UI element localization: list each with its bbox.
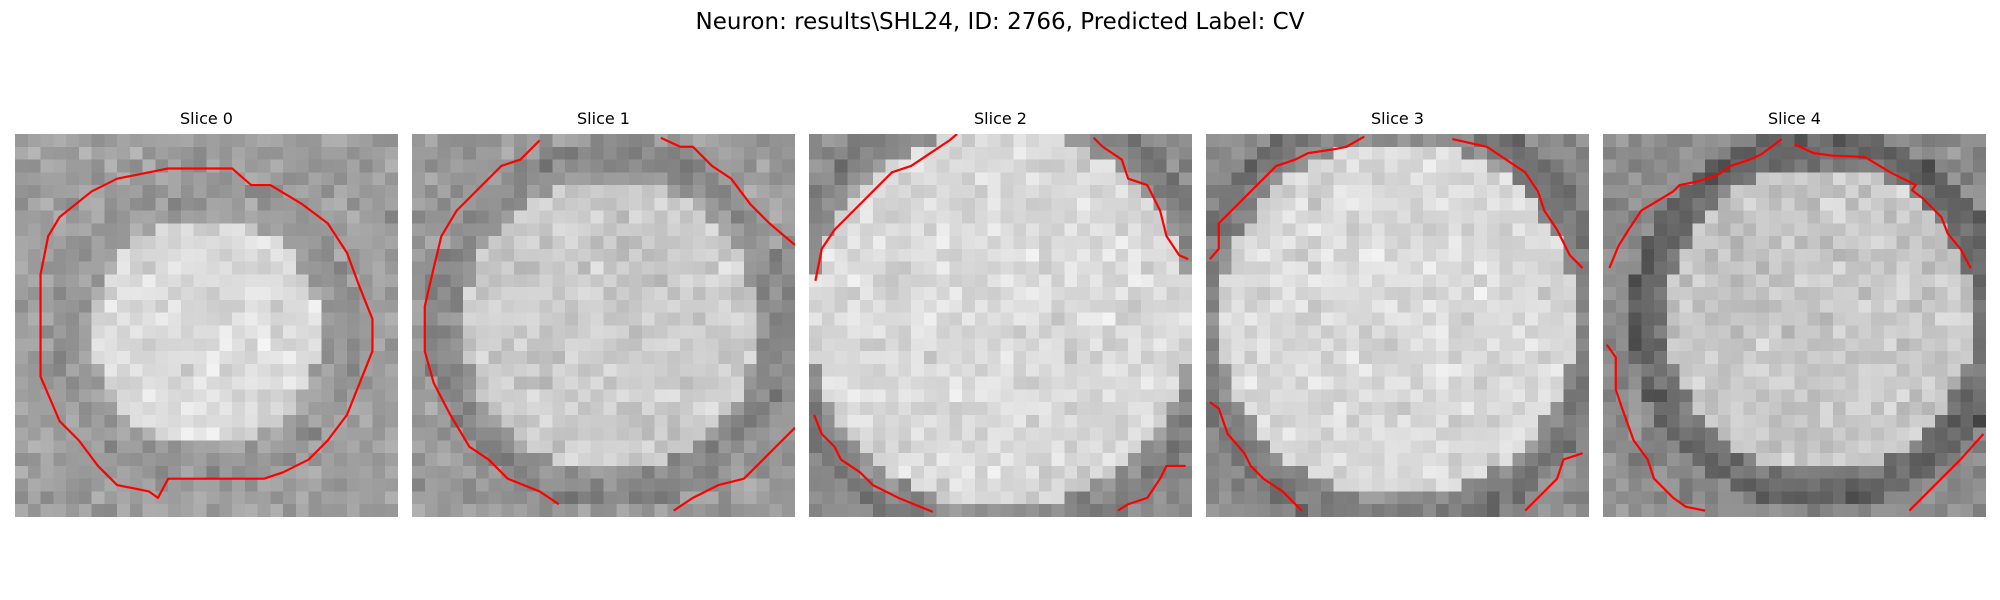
grayscale-microscopy-image bbox=[412, 134, 795, 517]
figure-title: Neuron: results\SHL24, ID: 2766, Predict… bbox=[695, 9, 1305, 35]
slice-panel: Slice 1 bbox=[412, 109, 795, 517]
segmentation-contour bbox=[1452, 139, 1582, 268]
segmentation-contour bbox=[661, 138, 795, 245]
segmentation-contour bbox=[1607, 345, 1705, 511]
slice-panel: Slice 4 bbox=[1603, 109, 1986, 517]
slice-title: Slice 3 bbox=[1371, 109, 1424, 128]
grayscale-microscopy-image bbox=[15, 134, 398, 517]
grayscale-microscopy-image bbox=[1206, 134, 1589, 517]
slice-image bbox=[412, 134, 795, 517]
slice-panel: Slice 0 bbox=[15, 109, 398, 517]
segmentation-contour bbox=[1525, 453, 1582, 510]
segmentation-contour bbox=[425, 140, 559, 504]
segmentation-contour bbox=[1609, 139, 1781, 268]
segmentation-contour bbox=[41, 168, 373, 497]
slice-image bbox=[809, 134, 1192, 517]
slice-title: Slice 2 bbox=[974, 109, 1027, 128]
segmentation-contour bbox=[1094, 138, 1188, 259]
segmentation-contour bbox=[1909, 434, 1983, 511]
slice-panel: Slice 3 bbox=[1206, 109, 1589, 517]
slice-title: Slice 1 bbox=[577, 109, 630, 128]
segmentation-contour bbox=[1795, 144, 1971, 268]
segmentation-contour bbox=[1210, 402, 1302, 511]
segmentation-contour bbox=[1118, 466, 1186, 511]
slice-image bbox=[1206, 134, 1589, 517]
segmentation-contour bbox=[815, 134, 957, 281]
slice-title: Slice 0 bbox=[180, 109, 233, 128]
segmentation-contour bbox=[674, 428, 795, 511]
slice-image bbox=[1603, 134, 1986, 517]
grayscale-microscopy-image bbox=[1603, 134, 1986, 517]
segmentation-contour bbox=[814, 415, 933, 512]
slice-panel: Slice 2 bbox=[809, 109, 1192, 517]
grayscale-microscopy-image bbox=[809, 134, 1192, 517]
slice-image bbox=[15, 134, 398, 517]
slice-title: Slice 4 bbox=[1768, 109, 1821, 128]
segmentation-contour bbox=[1210, 137, 1364, 260]
